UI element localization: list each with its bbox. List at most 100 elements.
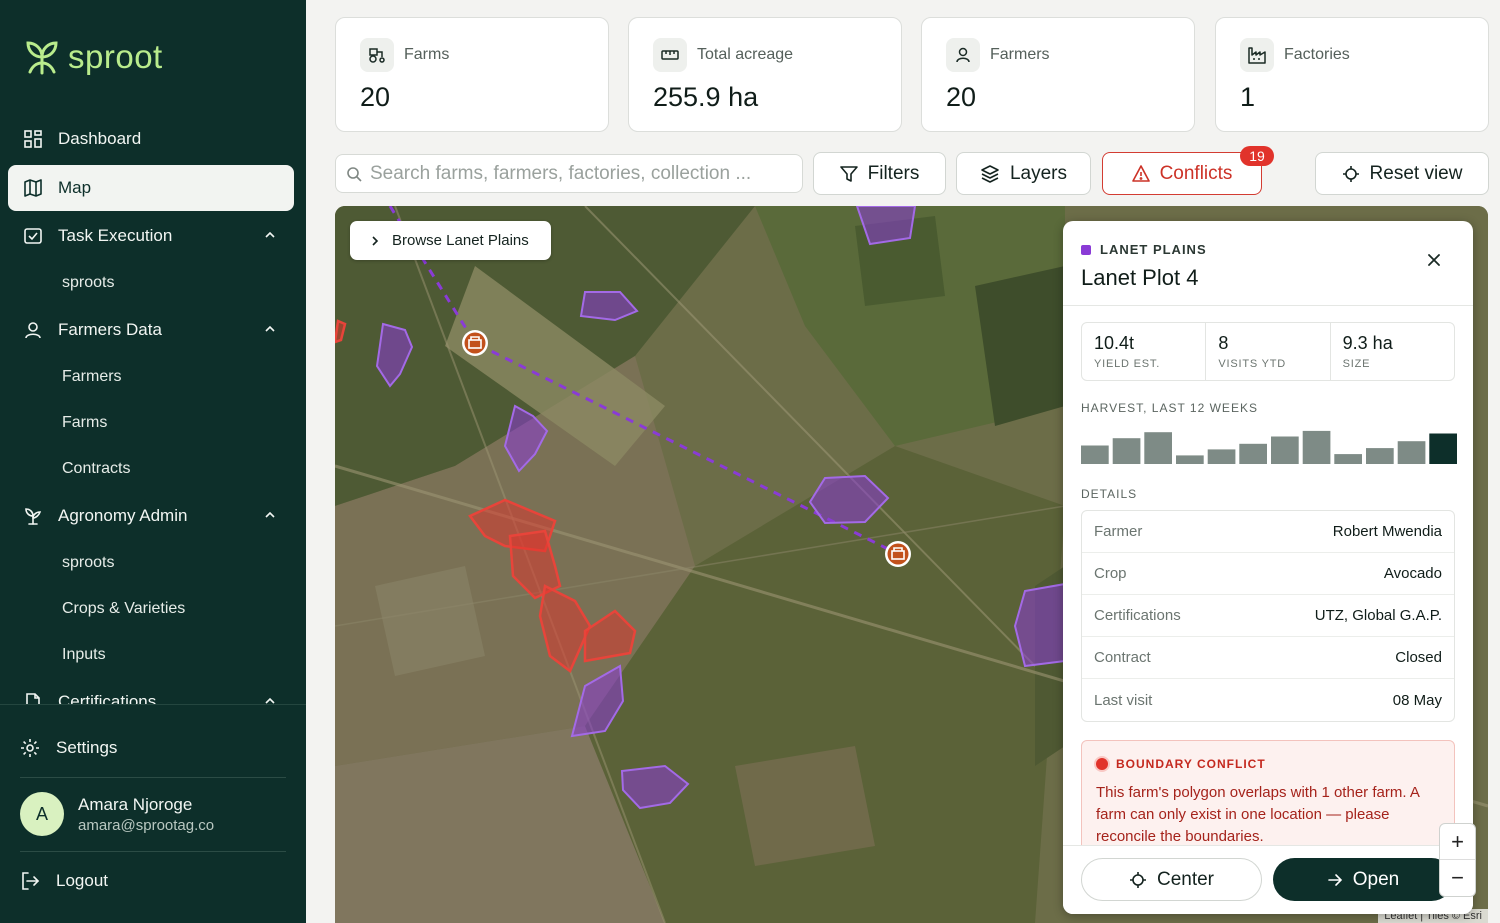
- details-table: Farmer Robert Mwendia Crop Avocado Certifi…: [1081, 510, 1455, 722]
- sidebar-divider: [0, 704, 306, 705]
- sidebar-subitem-sproots[interactable]: sproots: [62, 554, 115, 571]
- sidebar-item-dashboard[interactable]: Dashboard: [8, 116, 294, 162]
- metric-value: 10.4t: [1094, 333, 1135, 353]
- settings-link[interactable]: Settings: [20, 738, 117, 758]
- open-label: Open: [1352, 868, 1400, 890]
- logout-link[interactable]: Logout: [20, 871, 108, 891]
- sidebar-subitem-contracts[interactable]: Contracts: [62, 460, 131, 477]
- harvest-bar: [1334, 454, 1362, 464]
- divider: [20, 777, 286, 778]
- conflicts-button[interactable]: Conflicts 19: [1102, 146, 1274, 195]
- sidebar-subitem-farmers[interactable]: Farmers: [62, 368, 122, 385]
- detail-row-farmer: Farmer Robert Mwendia: [1082, 511, 1454, 553]
- detail-key: Contract: [1094, 649, 1151, 666]
- sidebar-item-certifications[interactable]: Certifications: [8, 679, 294, 704]
- farm-title: Lanet Plot 4: [1081, 265, 1199, 290]
- metric-label: YIELD EST.: [1094, 358, 1161, 370]
- chevron-up-icon[interactable]: [262, 507, 278, 523]
- checkbox-icon: [24, 227, 42, 245]
- chevron-up-icon[interactable]: [262, 227, 278, 243]
- metric-value: 8: [1218, 333, 1229, 353]
- sidebar-item-farmers-data[interactable]: Farmers Data: [8, 307, 294, 353]
- harvest-bar: [1397, 441, 1426, 464]
- stat-label: Factories: [1284, 46, 1350, 63]
- region-label: LANET PLAINS: [1081, 242, 1207, 257]
- zoom-in-button[interactable]: +: [1440, 824, 1475, 860]
- stat-card-factories: Factories 1: [1215, 17, 1489, 132]
- factory-icon: [1240, 38, 1274, 72]
- reset-view-button[interactable]: Reset view: [1315, 152, 1489, 195]
- avatar: A: [20, 792, 64, 836]
- detail-row-contract: Contract Closed: [1082, 637, 1454, 679]
- detail-row-crop: Crop Avocado: [1082, 553, 1454, 595]
- detail-value: UTZ, Global G.A.P.: [1314, 607, 1442, 624]
- sidebar-item-label: Map: [58, 178, 92, 197]
- close-icon[interactable]: [1423, 249, 1445, 271]
- layers-button[interactable]: Layers: [956, 152, 1091, 195]
- user-profile[interactable]: A Amara Njoroge amara@sprootag.co: [20, 792, 214, 836]
- sidebar-item-task-execution[interactable]: Task Execution: [8, 213, 294, 259]
- sidebar-subitem-farms[interactable]: Farms: [62, 414, 108, 431]
- stat-label: Farms: [404, 46, 450, 63]
- harvest-label: HARVEST, LAST 12 WEEKS: [1081, 401, 1258, 415]
- detail-value: 08 May: [1392, 691, 1442, 709]
- harvest-bar: [1271, 436, 1299, 464]
- gear-icon: [21, 739, 39, 757]
- ruler-icon: [653, 38, 687, 72]
- farm-metrics: 10.4t YIELD EST. 8 VISITS YTD 9.3 ha SIZ…: [1081, 322, 1455, 381]
- sidebar-subitem-inputs[interactable]: Inputs: [62, 646, 106, 663]
- chevron-up-icon[interactable]: [262, 321, 278, 337]
- arrow-right-icon: [1327, 873, 1342, 886]
- divider: [1063, 305, 1473, 306]
- search-input[interactable]: [370, 162, 790, 185]
- logout-icon: [22, 872, 40, 890]
- layers-label: Layers: [1009, 162, 1068, 184]
- reset-view-label: Reset view: [1369, 162, 1463, 184]
- browse-region-button[interactable]: Browse Lanet Plains: [350, 221, 551, 260]
- chevron-up-icon[interactable]: [262, 693, 278, 704]
- sidebar-item-label: Dashboard: [58, 129, 142, 148]
- satellite-imagery: [335, 206, 1488, 923]
- stat-card-farms: Farms 20: [335, 17, 609, 132]
- zoom-out-button[interactable]: −: [1451, 865, 1464, 890]
- sidebar-nav: Dashboard Map Task Execution sproots Far…: [0, 116, 306, 704]
- document-icon: [24, 693, 42, 704]
- map-canvas[interactable]: Browse Lanet Plains Leaflet | Tiles © Es…: [335, 206, 1488, 923]
- stat-value: 255.9 ha: [653, 82, 759, 112]
- sidebar: sproot Dashboard Map Task Execution spro…: [0, 0, 306, 923]
- sidebar-item-label: Farmers Data: [58, 320, 162, 339]
- sprout-logo-icon: [26, 41, 58, 75]
- harvest-bar: [1366, 448, 1394, 464]
- stat-card-farmers: Farmers 20: [921, 17, 1195, 132]
- conflict-title: BOUNDARY CONFLICT: [1116, 757, 1266, 771]
- metric-label: SIZE: [1342, 358, 1371, 370]
- map-icon: [24, 179, 42, 197]
- center-label: Center: [1156, 868, 1215, 890]
- open-button[interactable]: Open: [1273, 858, 1453, 901]
- factory-marker[interactable]: [462, 330, 488, 356]
- harvest-bar: [1176, 455, 1204, 464]
- logout-label: Logout: [56, 871, 108, 890]
- sidebar-subitem-crops-varieties[interactable]: Crops & Varieties: [62, 600, 186, 617]
- farm-detail-panel: LANET PLAINS Lanet Plot 4 10.4t YIELD ES…: [1063, 221, 1473, 914]
- filters-button[interactable]: Filters: [813, 152, 946, 195]
- detail-value: Avocado: [1383, 565, 1442, 582]
- detail-value: Robert Mwendia: [1332, 523, 1442, 540]
- user-name: Amara Njoroge: [78, 794, 193, 814]
- sidebar-item-agronomy-admin[interactable]: Agronomy Admin: [8, 493, 294, 539]
- metric-label: VISITS YTD: [1218, 358, 1287, 370]
- zoom-control: + −: [1439, 823, 1476, 897]
- sidebar-subitem-sproots[interactable]: sproots: [62, 274, 115, 291]
- detail-row-last-visit: Last visit 08 May: [1082, 679, 1454, 721]
- factory-marker[interactable]: [885, 541, 911, 567]
- chevron-right-icon: [372, 235, 379, 246]
- center-button[interactable]: Center: [1081, 858, 1262, 901]
- sidebar-item-map[interactable]: Map: [8, 165, 294, 211]
- divider: [20, 851, 286, 852]
- region-color-dot: [1081, 244, 1091, 255]
- user-email: amara@sprootag.co: [78, 816, 215, 834]
- harvest-bar: [1302, 430, 1331, 464]
- conflicts-count-badge: 19: [1240, 146, 1274, 166]
- crosshair-icon: [1342, 165, 1359, 182]
- logo[interactable]: sproot: [24, 38, 163, 76]
